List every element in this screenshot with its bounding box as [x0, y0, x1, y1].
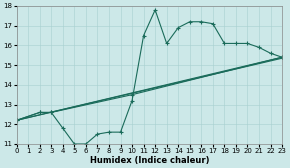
X-axis label: Humidex (Indice chaleur): Humidex (Indice chaleur) — [90, 156, 209, 164]
